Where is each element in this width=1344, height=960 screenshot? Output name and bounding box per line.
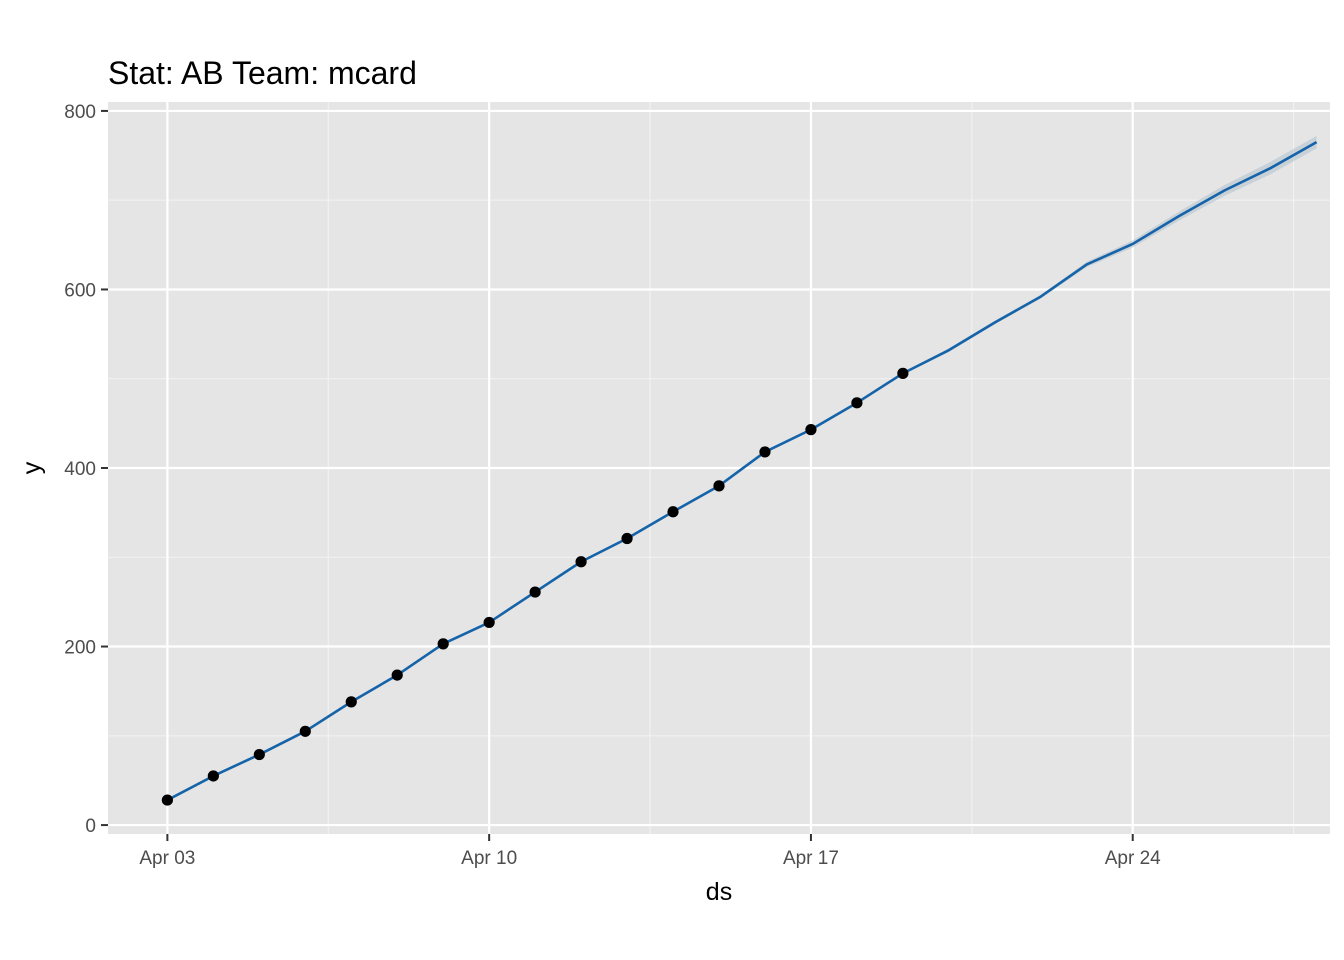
x-axis-title: ds	[706, 878, 732, 906]
x-tick-label: Apr 24	[1105, 848, 1161, 869]
data-point	[299, 725, 311, 737]
x-tick-label: Apr 03	[139, 848, 195, 869]
x-tick-label: Apr 10	[461, 848, 517, 869]
data-point	[713, 480, 725, 492]
data-point	[437, 638, 449, 650]
y-tick-label: 0	[85, 816, 96, 837]
data-point	[897, 367, 909, 379]
data-point	[253, 748, 265, 761]
observed-points-group	[161, 367, 909, 806]
data-point	[621, 532, 633, 545]
axes: 0 200 400 600 800 Apr 03 Apr 10 Apr 17 Apr 24	[64, 102, 1161, 869]
y-tick-label: 800	[64, 102, 96, 123]
x-tick-label: Apr 17	[783, 848, 839, 869]
data-point	[207, 770, 219, 782]
gridlines	[108, 102, 1330, 834]
data-point	[667, 506, 679, 518]
y-tick-label: 400	[64, 459, 96, 480]
y-tick-label: 200	[64, 638, 96, 659]
forecast-line-group	[166, 141, 1318, 802]
data-point	[391, 669, 403, 681]
y-axis-title: y	[18, 461, 46, 474]
data-point	[805, 424, 817, 436]
data-point	[759, 446, 771, 458]
data-point	[345, 696, 357, 708]
data-point	[529, 586, 541, 598]
chart-title: Stat: AB Team: mcard	[108, 55, 417, 91]
data-point	[575, 556, 587, 568]
y-tick-label: 600	[64, 280, 96, 301]
data-point	[851, 397, 863, 409]
data-point	[161, 794, 173, 806]
forecast-line	[166, 141, 1318, 802]
data-point	[483, 616, 495, 629]
